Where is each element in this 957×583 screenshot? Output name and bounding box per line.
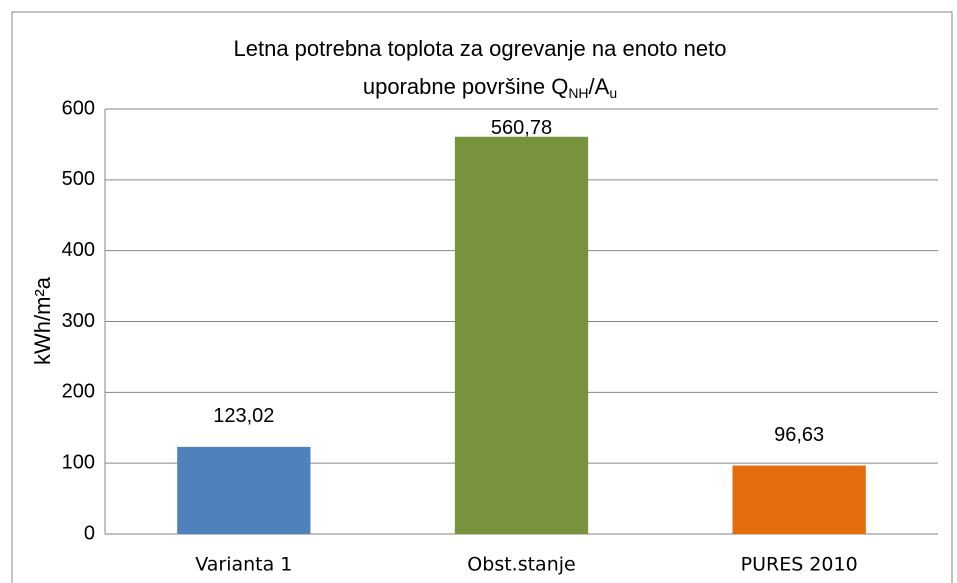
y-tick-label: 200 — [62, 381, 95, 403]
bar — [177, 446, 311, 534]
x-tick-label: PURES 2010 — [741, 554, 858, 576]
y-tick-label: 300 — [62, 310, 95, 332]
bar — [732, 465, 866, 534]
bar — [454, 136, 589, 535]
y-axis-label: kWh/m²a — [30, 276, 55, 365]
data-label: 560,78 — [491, 117, 552, 139]
data-label: 96,63 — [774, 424, 824, 446]
title-part: uporabne površine Q — [363, 74, 568, 99]
x-tick-label: Obst.stanje — [467, 554, 575, 576]
y-tick-label: 100 — [62, 451, 95, 473]
x-tick-label: Varianta 1 — [195, 554, 292, 576]
title-part: /A — [589, 74, 610, 99]
title-part: u — [609, 85, 617, 101]
y-tick-label: 500 — [62, 168, 95, 190]
chart-title: uporabne površine QNH/Au — [363, 74, 617, 101]
title-part: NH — [568, 85, 588, 101]
y-tick-label: 0 — [84, 522, 95, 544]
y-tick-label: 400 — [62, 239, 95, 261]
chart-title: Letna potrebna toplota za ogrevanje na e… — [234, 36, 727, 61]
y-tick-label: 600 — [62, 97, 95, 119]
data-label: 123,02 — [213, 405, 274, 427]
